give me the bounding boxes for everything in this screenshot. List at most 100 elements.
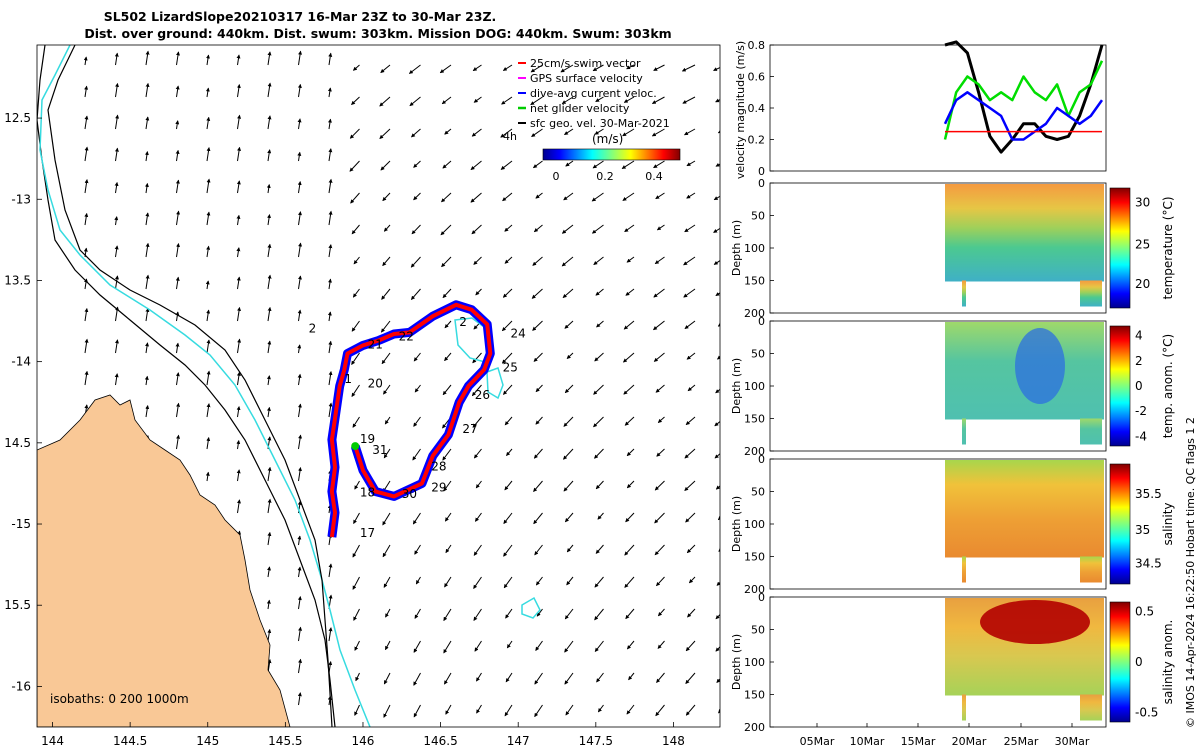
sfc-velocity-arrow <box>594 576 604 588</box>
colorbar-tick-label: 25 <box>1135 237 1150 251</box>
sfc-velocity-arrow <box>352 544 360 558</box>
day-label: 21 <box>368 338 383 352</box>
sfc-velocity-arrow <box>534 544 543 556</box>
sfc-velocity-arrow <box>266 406 271 418</box>
sfc-velocity-arrow <box>145 242 150 258</box>
day-label: 26 <box>475 388 490 402</box>
day-label: 28 <box>431 459 446 473</box>
legend-net: net glider velocity <box>530 102 630 115</box>
sfc-velocity-arrow <box>656 576 665 587</box>
sfc-velocity-arrow <box>237 306 242 322</box>
footer-credit: © IMOS 14-Apr-2024 16:22:50 Hobart time.… <box>1184 417 1197 728</box>
day-label: 22 <box>399 330 414 344</box>
sfc-velocity-arrow <box>654 480 665 491</box>
sfc-velocity-arrow <box>267 466 272 482</box>
sfc-velocity-arrow <box>681 64 696 72</box>
sfc-velocity-arrow <box>383 224 391 232</box>
sfc-velocity-arrow <box>502 64 513 71</box>
sfc-velocity-arrow <box>297 596 302 610</box>
legend-current: dive-avg current veloc. <box>530 87 657 100</box>
sfc-velocity-arrow <box>715 98 720 103</box>
sfc-velocity-arrow <box>237 499 241 514</box>
sfc-velocity-arrow <box>501 352 513 364</box>
velocity-series-line <box>944 40 1104 154</box>
sfc-velocity-arrow <box>175 276 180 290</box>
sfc-velocity-arrow <box>653 352 665 362</box>
sfc-velocity-arrow <box>442 160 452 169</box>
sfc-velocity-arrow <box>717 515 720 521</box>
colorbar-tick-label: -0.5 <box>1135 705 1158 719</box>
sfc-velocity-arrow <box>442 384 452 396</box>
sfc-velocity-arrow <box>506 448 513 457</box>
lat-ticks: 12.5 -13 13.5 -14 14.5 -15 15.5 -16 <box>4 111 42 693</box>
sfc-velocity-arrow <box>473 96 482 103</box>
sfc-velocity-arrow <box>115 275 119 290</box>
sfc-velocity-arrow <box>351 320 360 332</box>
sfc-velocity-arrow <box>115 339 119 354</box>
sfc-velocity-arrow <box>413 672 421 686</box>
lon-tick-label: 144.5 <box>113 734 147 748</box>
sfc-velocity-arrow <box>236 405 241 418</box>
sfc-velocity-arrow <box>413 160 421 168</box>
sfc-velocity-arrow <box>267 243 272 258</box>
sfc-velocity-arrow <box>535 384 543 393</box>
sfc-velocity-arrow <box>594 640 604 652</box>
sfc-velocity-arrow <box>443 608 452 622</box>
sfc-velocity-arrow <box>412 448 421 461</box>
sfc-velocity-arrow <box>594 608 604 621</box>
sfc-velocity-arrow <box>653 288 665 298</box>
sfc-velocity-arrow <box>445 704 452 715</box>
sfc-velocity-arrow <box>444 320 452 329</box>
sfc-velocity-arrow <box>688 576 696 584</box>
sfc-velocity-arrow <box>267 566 271 578</box>
sfc-velocity-arrow <box>505 608 513 619</box>
sfc-velocity-arrow <box>175 342 180 354</box>
sfc-velocity-arrow <box>353 608 360 621</box>
lat-tick-label: 14.5 <box>4 436 31 450</box>
sfc-velocity-arrow <box>443 640 452 654</box>
sfc-velocity-arrow <box>442 448 452 461</box>
sfc-velocity-arrow <box>115 82 120 98</box>
depth-tick-label: 100 <box>744 380 765 393</box>
lat-tick-label: 12.5 <box>4 111 31 125</box>
sfc-velocity-arrow <box>592 64 604 72</box>
sfc-velocity-arrow <box>504 256 513 264</box>
sfc-velocity-arrow <box>592 160 604 169</box>
velocity-ytick-label: 0.6 <box>748 71 766 84</box>
sfc-velocity-arrow <box>297 535 302 546</box>
sfc-velocity-arrow <box>717 129 720 134</box>
sfc-velocity-arrow <box>444 672 452 685</box>
day-label: 30 <box>402 487 417 501</box>
sfc-velocity-arrow <box>654 512 665 524</box>
depth-tick-label: 50 <box>751 486 765 499</box>
depth-ylabel: Depth (m) <box>730 496 743 552</box>
sfc-velocity-arrow <box>328 148 333 162</box>
sfc-velocity-arrow <box>653 64 665 71</box>
depth-tick-label: 100 <box>744 518 765 531</box>
section-colorbar <box>1109 601 1131 723</box>
sfc-velocity-arrow <box>682 96 696 104</box>
sfc-velocity-arrow <box>298 626 303 642</box>
sfc-velocity-arrow <box>686 544 696 554</box>
day-label: 20 <box>368 377 383 391</box>
sfc-velocity-arrow <box>624 576 635 588</box>
section-data <box>945 460 1104 558</box>
sfc-velocity-arrow <box>501 320 513 332</box>
sfc-velocity-arrow <box>624 416 635 426</box>
sfc-velocity-arrow <box>298 466 302 482</box>
sfc-velocity-arrow <box>382 192 391 202</box>
sfc-velocity-arrow <box>298 658 303 674</box>
sfc-velocity-arrow <box>352 416 360 428</box>
colorbar-tick-2: 0.4 <box>645 170 663 183</box>
sfc-velocity-arrow <box>266 183 271 194</box>
sfc-velocity-arrow <box>410 288 421 300</box>
section-data-strip <box>962 556 966 583</box>
sfc-velocity-arrow <box>445 544 452 554</box>
sfc-velocity-arrow <box>502 288 513 298</box>
sfc-velocity-arrow <box>473 448 482 459</box>
section-data-strip <box>1080 280 1102 307</box>
time-tick-label: 10Mar <box>850 735 885 748</box>
sfc-velocity-arrow <box>175 372 180 386</box>
